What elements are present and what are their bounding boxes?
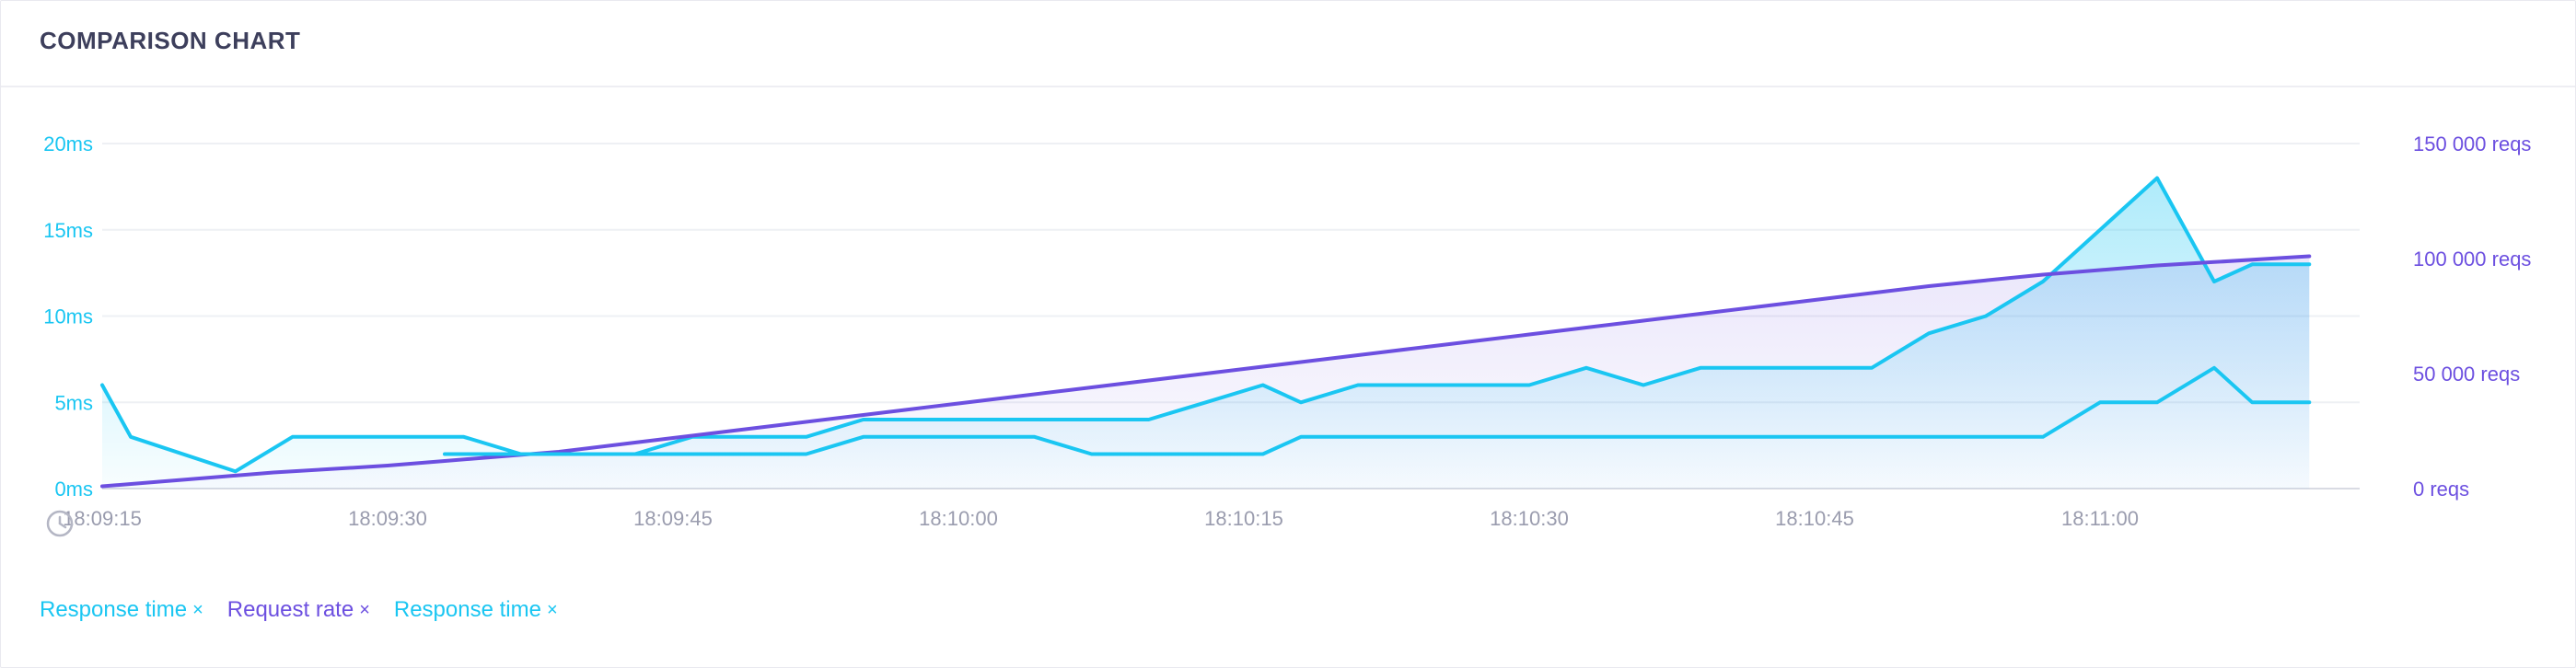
legend-item-response-time-2[interactable]: Response time ×	[394, 597, 558, 623]
card-header: COMPARISON CHART	[1, 1, 2575, 87]
y-right-tick-label: 50 000 reqs	[2413, 363, 2520, 386]
line-layer	[100, 176, 2312, 489]
comparison-chart: 0ms 5ms 10ms 15ms 20ms 0 reqs 50 000 reqs 100 0…	[43, 132, 2531, 537]
y-right-tick-label: 100 000 reqs	[2413, 248, 2531, 271]
y-left-tick-label: 20ms	[43, 132, 93, 155]
legend-label: Response time	[393, 597, 541, 622]
x-tick-label: 18:10:45	[1775, 507, 1854, 530]
legend-label: Request rate	[226, 597, 354, 622]
clock-icon	[46, 510, 74, 537]
legend-remove-icon[interactable]: ×	[546, 599, 558, 620]
axis-layer: 0ms 5ms 10ms 15ms 20ms 0 reqs 50 000 reqs 100 0…	[43, 132, 2531, 530]
y-right-tick-label: 150 000 reqs	[2413, 132, 2531, 155]
y-left-tick-label: 0ms	[54, 478, 93, 501]
legend-remove-icon[interactable]: ×	[192, 599, 203, 620]
y-left-tick-label: 15ms	[43, 219, 93, 242]
legend-remove-icon[interactable]: ×	[359, 599, 370, 620]
y-left-tick-label: 10ms	[43, 305, 93, 328]
x-tick-label: 18:10:15	[1204, 507, 1283, 530]
x-tick-label: 18:11:00	[2061, 507, 2139, 530]
series-line-1	[100, 254, 2312, 489]
y-left-tick-label: 5ms	[54, 391, 93, 414]
series-line-2	[443, 365, 2312, 456]
y-right-tick-label: 0 reqs	[2413, 478, 2469, 501]
series-area-1	[102, 256, 2310, 489]
legend-item-response-time[interactable]: Response time ×	[40, 597, 203, 623]
x-tick-label: 18:09:45	[633, 507, 713, 530]
legend-item-request-rate[interactable]: Request rate ×	[227, 597, 370, 623]
chart-legend: Response time × Request rate × Response …	[40, 597, 558, 623]
x-tick-label: 18:10:00	[919, 507, 998, 530]
area-layer	[102, 178, 2310, 489]
x-tick-label: 18:09:15	[63, 507, 142, 530]
x-tick-label: 18:09:30	[348, 507, 427, 530]
series-line-0	[100, 176, 2312, 474]
card-title: COMPARISON CHART	[40, 27, 301, 54]
x-tick-label: 18:10:30	[1490, 507, 1569, 530]
legend-label: Response time	[40, 597, 188, 622]
